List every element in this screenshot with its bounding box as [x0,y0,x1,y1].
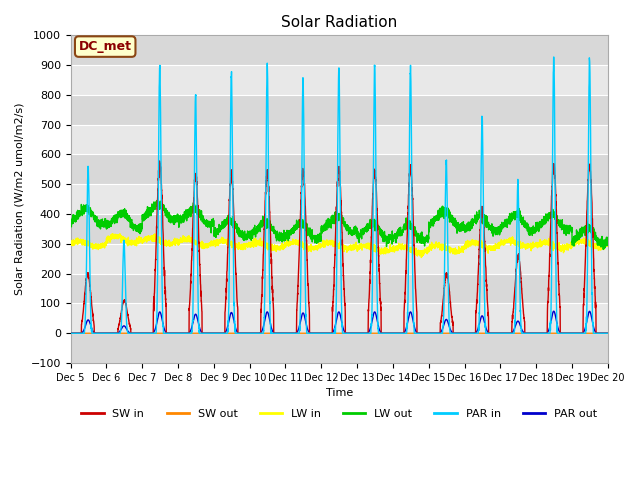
Bar [70,155,608,184]
X-axis label: Time: Time [326,388,353,398]
Bar [70,333,608,363]
Y-axis label: Solar Radiation (W/m2 umol/m2/s): Solar Radiation (W/m2 umol/m2/s) [15,103,25,295]
Text: DC_met: DC_met [79,40,132,53]
Bar [70,303,608,333]
Bar [70,125,608,155]
Bar [70,274,608,303]
Legend: SW in, SW out, LW in, LW out, PAR in, PAR out: SW in, SW out, LW in, LW out, PAR in, PA… [77,404,602,423]
Bar [70,214,608,244]
Bar [70,95,608,125]
Title: Solar Radiation: Solar Radiation [281,15,397,30]
Bar [70,65,608,95]
Bar [70,184,608,214]
Bar [70,36,608,65]
Bar [70,244,608,274]
